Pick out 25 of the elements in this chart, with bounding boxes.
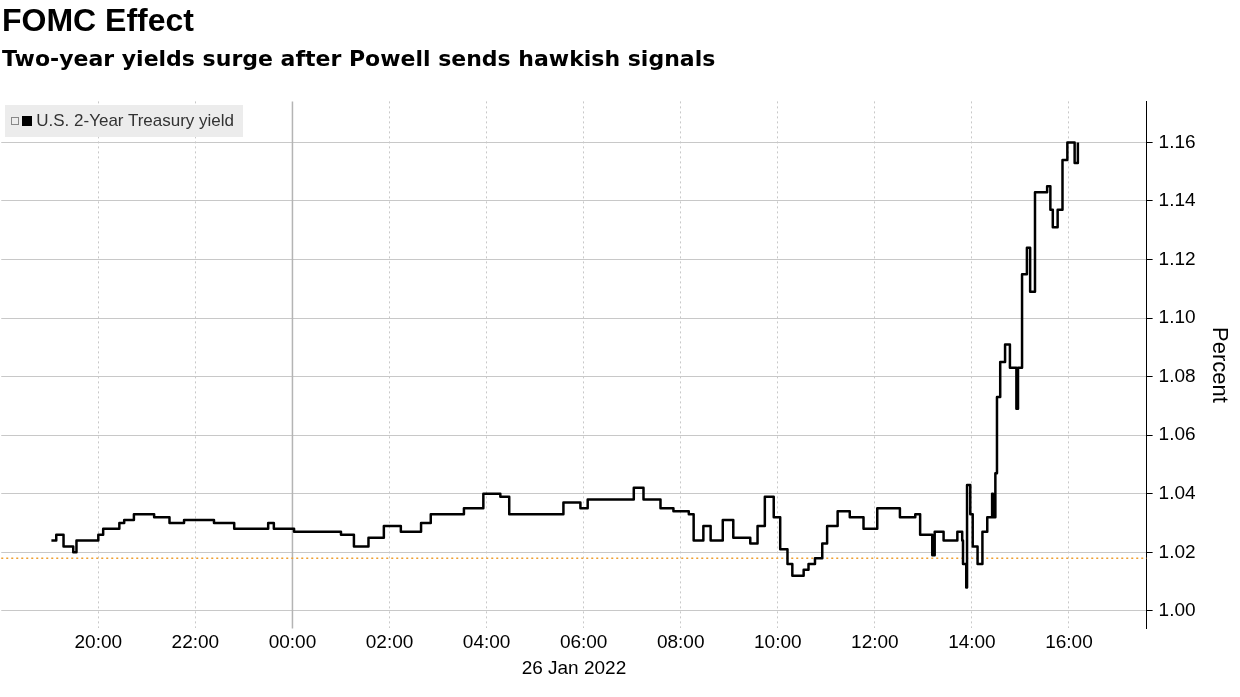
y-tick-label: 1.02 [1158, 540, 1196, 562]
x-tick-label: 04:00 [462, 631, 511, 653]
x-tick-label: 02:00 [365, 631, 414, 653]
chart-title: FOMC Effect [2, 2, 194, 39]
y-tick-label: 1.10 [1158, 306, 1196, 328]
x-tick-label: 20:00 [74, 631, 123, 653]
x-tick-label: 00:00 [268, 631, 317, 653]
x-tick-label: 12:00 [851, 631, 899, 653]
y-axis-title: Percent [1207, 326, 1233, 403]
y-tick-label: 1.16 [1158, 130, 1196, 152]
y-tick-label: 1.12 [1158, 247, 1196, 269]
y-tick-label: 1.06 [1158, 423, 1196, 445]
x-tick-label: 16:00 [1045, 631, 1093, 653]
x-tick-label: 22:00 [171, 631, 220, 653]
y-tick-label: 1.08 [1158, 364, 1196, 386]
x-tick-label: 06:00 [559, 631, 608, 653]
y-tick-label: 1.04 [1158, 481, 1197, 503]
chart-subtitle: Two-year yields surge after Powell sends hawkish signals [2, 46, 716, 71]
x-tick-label: 10:00 [754, 631, 802, 653]
x-tick-label: 08:00 [656, 631, 705, 653]
y-tick-label: 1.14 [1158, 189, 1197, 211]
legend-label: U.S. 2-Year Treasury yield [36, 111, 235, 132]
y-tick-label: 1.00 [1158, 599, 1196, 621]
x-axis-title: 26 Jan 2022 [521, 656, 627, 678]
x-tick-label: 14:00 [948, 631, 996, 653]
